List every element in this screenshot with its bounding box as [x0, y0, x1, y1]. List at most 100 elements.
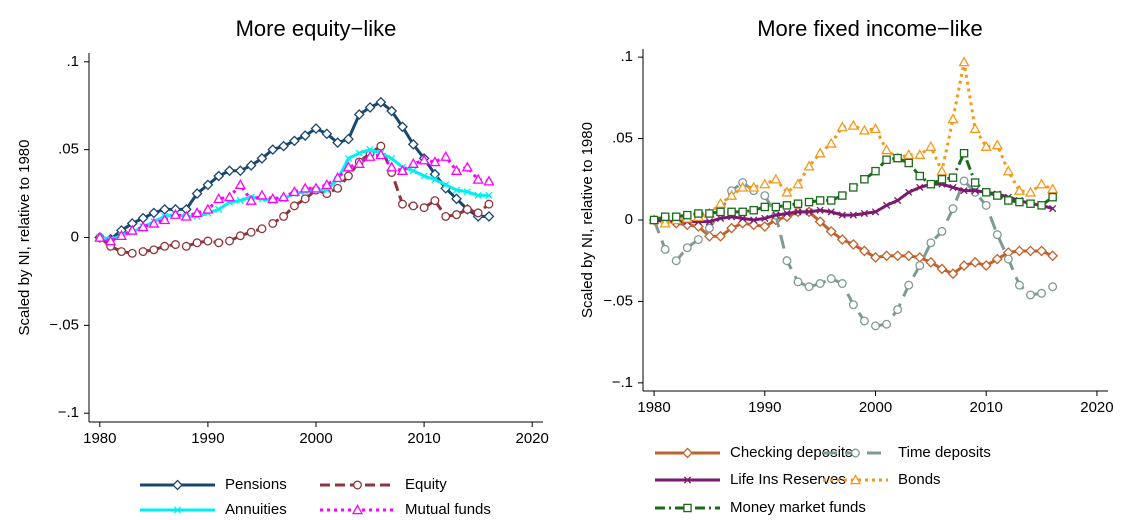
- marker: [992, 230, 1002, 240]
- marker: [267, 193, 279, 204]
- y-tick-label: .05: [58, 141, 79, 158]
- marker: [871, 321, 880, 331]
- marker: [386, 105, 398, 117]
- marker: [693, 235, 703, 245]
- marker: [472, 173, 484, 184]
- marker: [851, 448, 860, 458]
- marker: [915, 261, 925, 271]
- marker: [116, 247, 126, 257]
- marker: [351, 504, 364, 515]
- marker: [1048, 192, 1057, 202]
- marker: [419, 203, 429, 213]
- marker: [234, 178, 246, 190]
- legend-label: Money market funds: [730, 499, 866, 516]
- marker: [256, 189, 268, 200]
- marker: [683, 476, 692, 484]
- marker: [805, 208, 813, 216]
- marker: [442, 181, 450, 189]
- marker: [903, 250, 915, 262]
- series-line: [653, 61, 1054, 225]
- marker: [936, 165, 948, 176]
- marker: [235, 231, 245, 241]
- marker: [321, 178, 333, 190]
- legend-label: Time deposits: [898, 444, 991, 461]
- marker: [836, 121, 848, 132]
- marker: [310, 123, 322, 134]
- marker: [904, 158, 913, 168]
- marker: [894, 196, 902, 205]
- marker: [473, 208, 483, 218]
- marker: [149, 245, 159, 255]
- legend-label: Equity: [405, 476, 447, 493]
- marker: [236, 196, 244, 205]
- marker: [1003, 254, 1013, 264]
- marker: [980, 140, 992, 151]
- marker: [847, 239, 859, 250]
- marker: [815, 279, 825, 288]
- marker: [203, 236, 213, 246]
- marker: [772, 211, 780, 219]
- marker: [781, 186, 793, 197]
- marker: [793, 277, 803, 287]
- marker: [364, 102, 376, 113]
- marker: [714, 197, 727, 208]
- marker: [376, 141, 386, 151]
- marker: [981, 200, 991, 210]
- marker: [332, 137, 344, 149]
- marker: [1004, 196, 1013, 205]
- marker: [1014, 245, 1025, 257]
- marker: [148, 207, 160, 219]
- marker: [783, 209, 791, 218]
- marker: [288, 135, 300, 147]
- marker: [1014, 280, 1024, 290]
- marker: [127, 248, 137, 258]
- marker: [882, 319, 892, 329]
- marker: [716, 207, 725, 217]
- marker: [483, 175, 495, 186]
- marker: [916, 183, 924, 192]
- marker: [353, 109, 365, 120]
- marker: [947, 113, 959, 124]
- y-tick-label: −.1: [612, 374, 633, 391]
- marker: [814, 216, 826, 228]
- marker: [300, 194, 310, 204]
- marker: [969, 122, 981, 134]
- marker: [191, 188, 203, 199]
- marker: [804, 197, 814, 207]
- marker: [245, 194, 257, 205]
- marker: [715, 230, 726, 242]
- legend-label: Mutual funds: [405, 501, 491, 518]
- marker: [980, 260, 992, 272]
- marker: [1037, 288, 1047, 298]
- marker: [826, 274, 836, 284]
- marker: [223, 191, 236, 202]
- marker: [705, 209, 714, 218]
- marker: [321, 128, 333, 140]
- marker: [991, 253, 1003, 265]
- marker: [814, 147, 826, 158]
- marker: [848, 300, 858, 310]
- marker: [418, 154, 430, 165]
- marker: [849, 211, 857, 219]
- marker: [937, 226, 947, 236]
- marker: [771, 202, 781, 212]
- marker: [926, 179, 936, 189]
- x-tick-label: 1980: [83, 430, 116, 447]
- marker: [761, 214, 769, 222]
- marker: [388, 154, 396, 163]
- marker: [148, 217, 160, 228]
- marker: [213, 193, 225, 204]
- marker: [333, 183, 343, 193]
- marker: [981, 188, 991, 197]
- marker: [704, 230, 715, 242]
- marker: [750, 216, 758, 224]
- marker: [288, 185, 300, 197]
- marker: [949, 183, 957, 192]
- marker: [364, 150, 376, 161]
- legend-label: Life Ins Reserves: [730, 471, 846, 488]
- marker: [299, 130, 311, 142]
- marker: [245, 160, 257, 171]
- marker: [903, 149, 915, 160]
- marker: [1026, 199, 1035, 208]
- marker: [461, 161, 473, 172]
